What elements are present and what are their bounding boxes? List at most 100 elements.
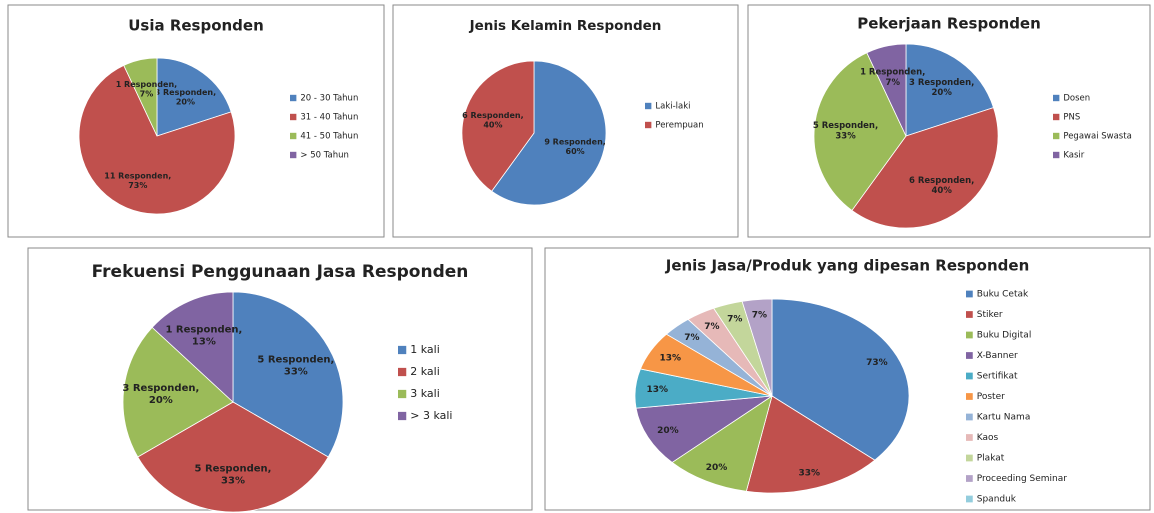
chart-panel: Jenis Kelamin Responden 9 Responden, 60% 6 … <box>392 4 739 238</box>
data-label: 7% <box>704 322 719 332</box>
pie-slice <box>491 60 607 206</box>
data-label: 20% <box>706 463 728 473</box>
legend-swatch <box>398 389 407 399</box>
chart-title: Jenis Jasa/Produk yang dipesan Responden <box>665 257 1030 275</box>
legend-label: Pegawai Swasta <box>1063 132 1131 142</box>
legend-label: Poster <box>977 392 1005 402</box>
data-label: 7% <box>684 333 699 343</box>
chart-title: Pekerjaan Responden <box>857 15 1041 33</box>
data-label: 11 Responden, 73% <box>104 171 171 190</box>
legend-swatch <box>966 331 973 339</box>
pie-slice <box>671 395 773 492</box>
chart-panel: Usia Responden 3 Responden, 20% 11 Responde… <box>7 4 385 238</box>
data-label: 6 Responden, 40% <box>462 110 524 129</box>
legend-label: Buku Cetak <box>977 290 1029 300</box>
data-label: 6 Responden, 40% <box>909 176 974 196</box>
data-label: 33% <box>799 469 821 479</box>
legend-label: > 50 Tahun <box>300 151 349 161</box>
data-label: 7% <box>752 311 767 321</box>
pie-slice <box>771 298 910 461</box>
legend-swatch <box>1053 94 1060 102</box>
legend-label: PNS <box>1063 113 1080 123</box>
legend-label: Buku Digital <box>977 331 1032 341</box>
legend-swatch <box>966 495 973 503</box>
legend-label: Kasir <box>1063 151 1084 161</box>
legend-label: Kaos <box>977 433 999 443</box>
pie-slice <box>122 326 234 458</box>
legend-swatch <box>966 290 973 298</box>
legend-label: Proceeding Seminar <box>977 474 1068 484</box>
legend-swatch <box>1053 113 1060 121</box>
legend-swatch <box>1053 151 1060 159</box>
data-label: 3 Responden, 20% <box>155 88 217 107</box>
legend-swatch <box>398 367 407 377</box>
chart-panel: Frekuensi Penggunaan Jasa Responden 5 Res… <box>27 247 533 513</box>
pie-slice <box>905 43 995 137</box>
legend-label: Plakat <box>977 454 1005 464</box>
legend-label: 1 kali <box>410 343 440 356</box>
legend-swatch <box>290 113 297 121</box>
legend-label: Laki-laki <box>655 102 690 112</box>
legend-swatch <box>290 94 297 102</box>
legend-swatch <box>966 311 973 318</box>
data-label: 5 Responden, 33% <box>257 355 334 378</box>
legend-label: 41 - 50 Tahun <box>300 132 358 142</box>
pie-slice <box>813 52 907 211</box>
legend-swatch <box>290 151 297 159</box>
chart-panel: Pekerjaan Responden 3 Responden, 20% 6 Resp… <box>747 4 1151 238</box>
legend-swatch <box>398 345 407 355</box>
data-label: 3 Responden, 20% <box>909 77 974 97</box>
data-label: 20% <box>657 426 679 436</box>
legend-swatch <box>966 372 973 380</box>
legend-swatch <box>645 121 652 129</box>
legend-label: 20 - 30 Tahun <box>300 94 358 104</box>
legend-swatch <box>966 413 973 421</box>
chart-panel: Jenis Jasa/Produk yang dipesan Responden… <box>544 247 1151 511</box>
pie-slice <box>635 395 773 463</box>
legend-label: Kartu Nama <box>977 413 1031 423</box>
data-label: 5 Responden, 33% <box>813 121 878 141</box>
pie-slice <box>151 291 234 403</box>
pie-slice <box>123 57 158 137</box>
data-label: 73% <box>866 358 888 368</box>
legend-label: X-Banner <box>977 351 1018 361</box>
legend-swatch <box>966 393 973 400</box>
data-label: 1 Responden, 13% <box>165 324 242 347</box>
data-label: 1 Responden, 7% <box>116 80 178 99</box>
legend-label: Spanduk <box>977 495 1017 505</box>
chart-title: Frekuensi Penggunaan Jasa Responden <box>92 262 469 282</box>
pie-slice <box>851 107 999 229</box>
data-label: 9 Responden, 60% <box>544 137 606 156</box>
legend-swatch <box>1053 132 1060 140</box>
legend-label: Perempuan <box>655 121 703 131</box>
legend-label: Stiker <box>977 310 1003 320</box>
chart-title: Jenis Kelamin Responden <box>469 18 662 34</box>
legend-swatch <box>645 102 652 110</box>
legend-label: Dosen <box>1063 94 1090 104</box>
data-label: 1 Responden, 7% <box>860 67 925 87</box>
legend-label: 31 - 40 Tahun <box>300 113 358 123</box>
data-label: 13% <box>647 385 669 395</box>
legend-swatch <box>966 475 973 482</box>
legend-swatch <box>966 434 973 441</box>
pie-slice <box>137 401 329 513</box>
pie-slice <box>232 291 344 458</box>
legend-label: 3 kali <box>410 387 440 400</box>
data-label: 3 Responden, 20% <box>122 383 199 406</box>
pie-slice <box>78 64 236 215</box>
pie-slice <box>156 57 232 137</box>
legend-swatch <box>290 132 297 140</box>
data-label: 13% <box>660 353 682 363</box>
chart-title: Usia Responden <box>128 17 264 35</box>
legend-swatch <box>966 454 973 462</box>
data-label: 5 Responden, 33% <box>195 464 272 487</box>
legend-label: Sertifikat <box>977 372 1018 382</box>
legend-swatch <box>966 352 973 359</box>
legend-label: > 3 kali <box>410 409 452 422</box>
legend-swatch <box>398 411 407 421</box>
pie-slice <box>745 395 876 494</box>
pie-slice <box>741 298 773 397</box>
pie-slice <box>461 60 535 192</box>
pie-slice <box>866 43 907 137</box>
